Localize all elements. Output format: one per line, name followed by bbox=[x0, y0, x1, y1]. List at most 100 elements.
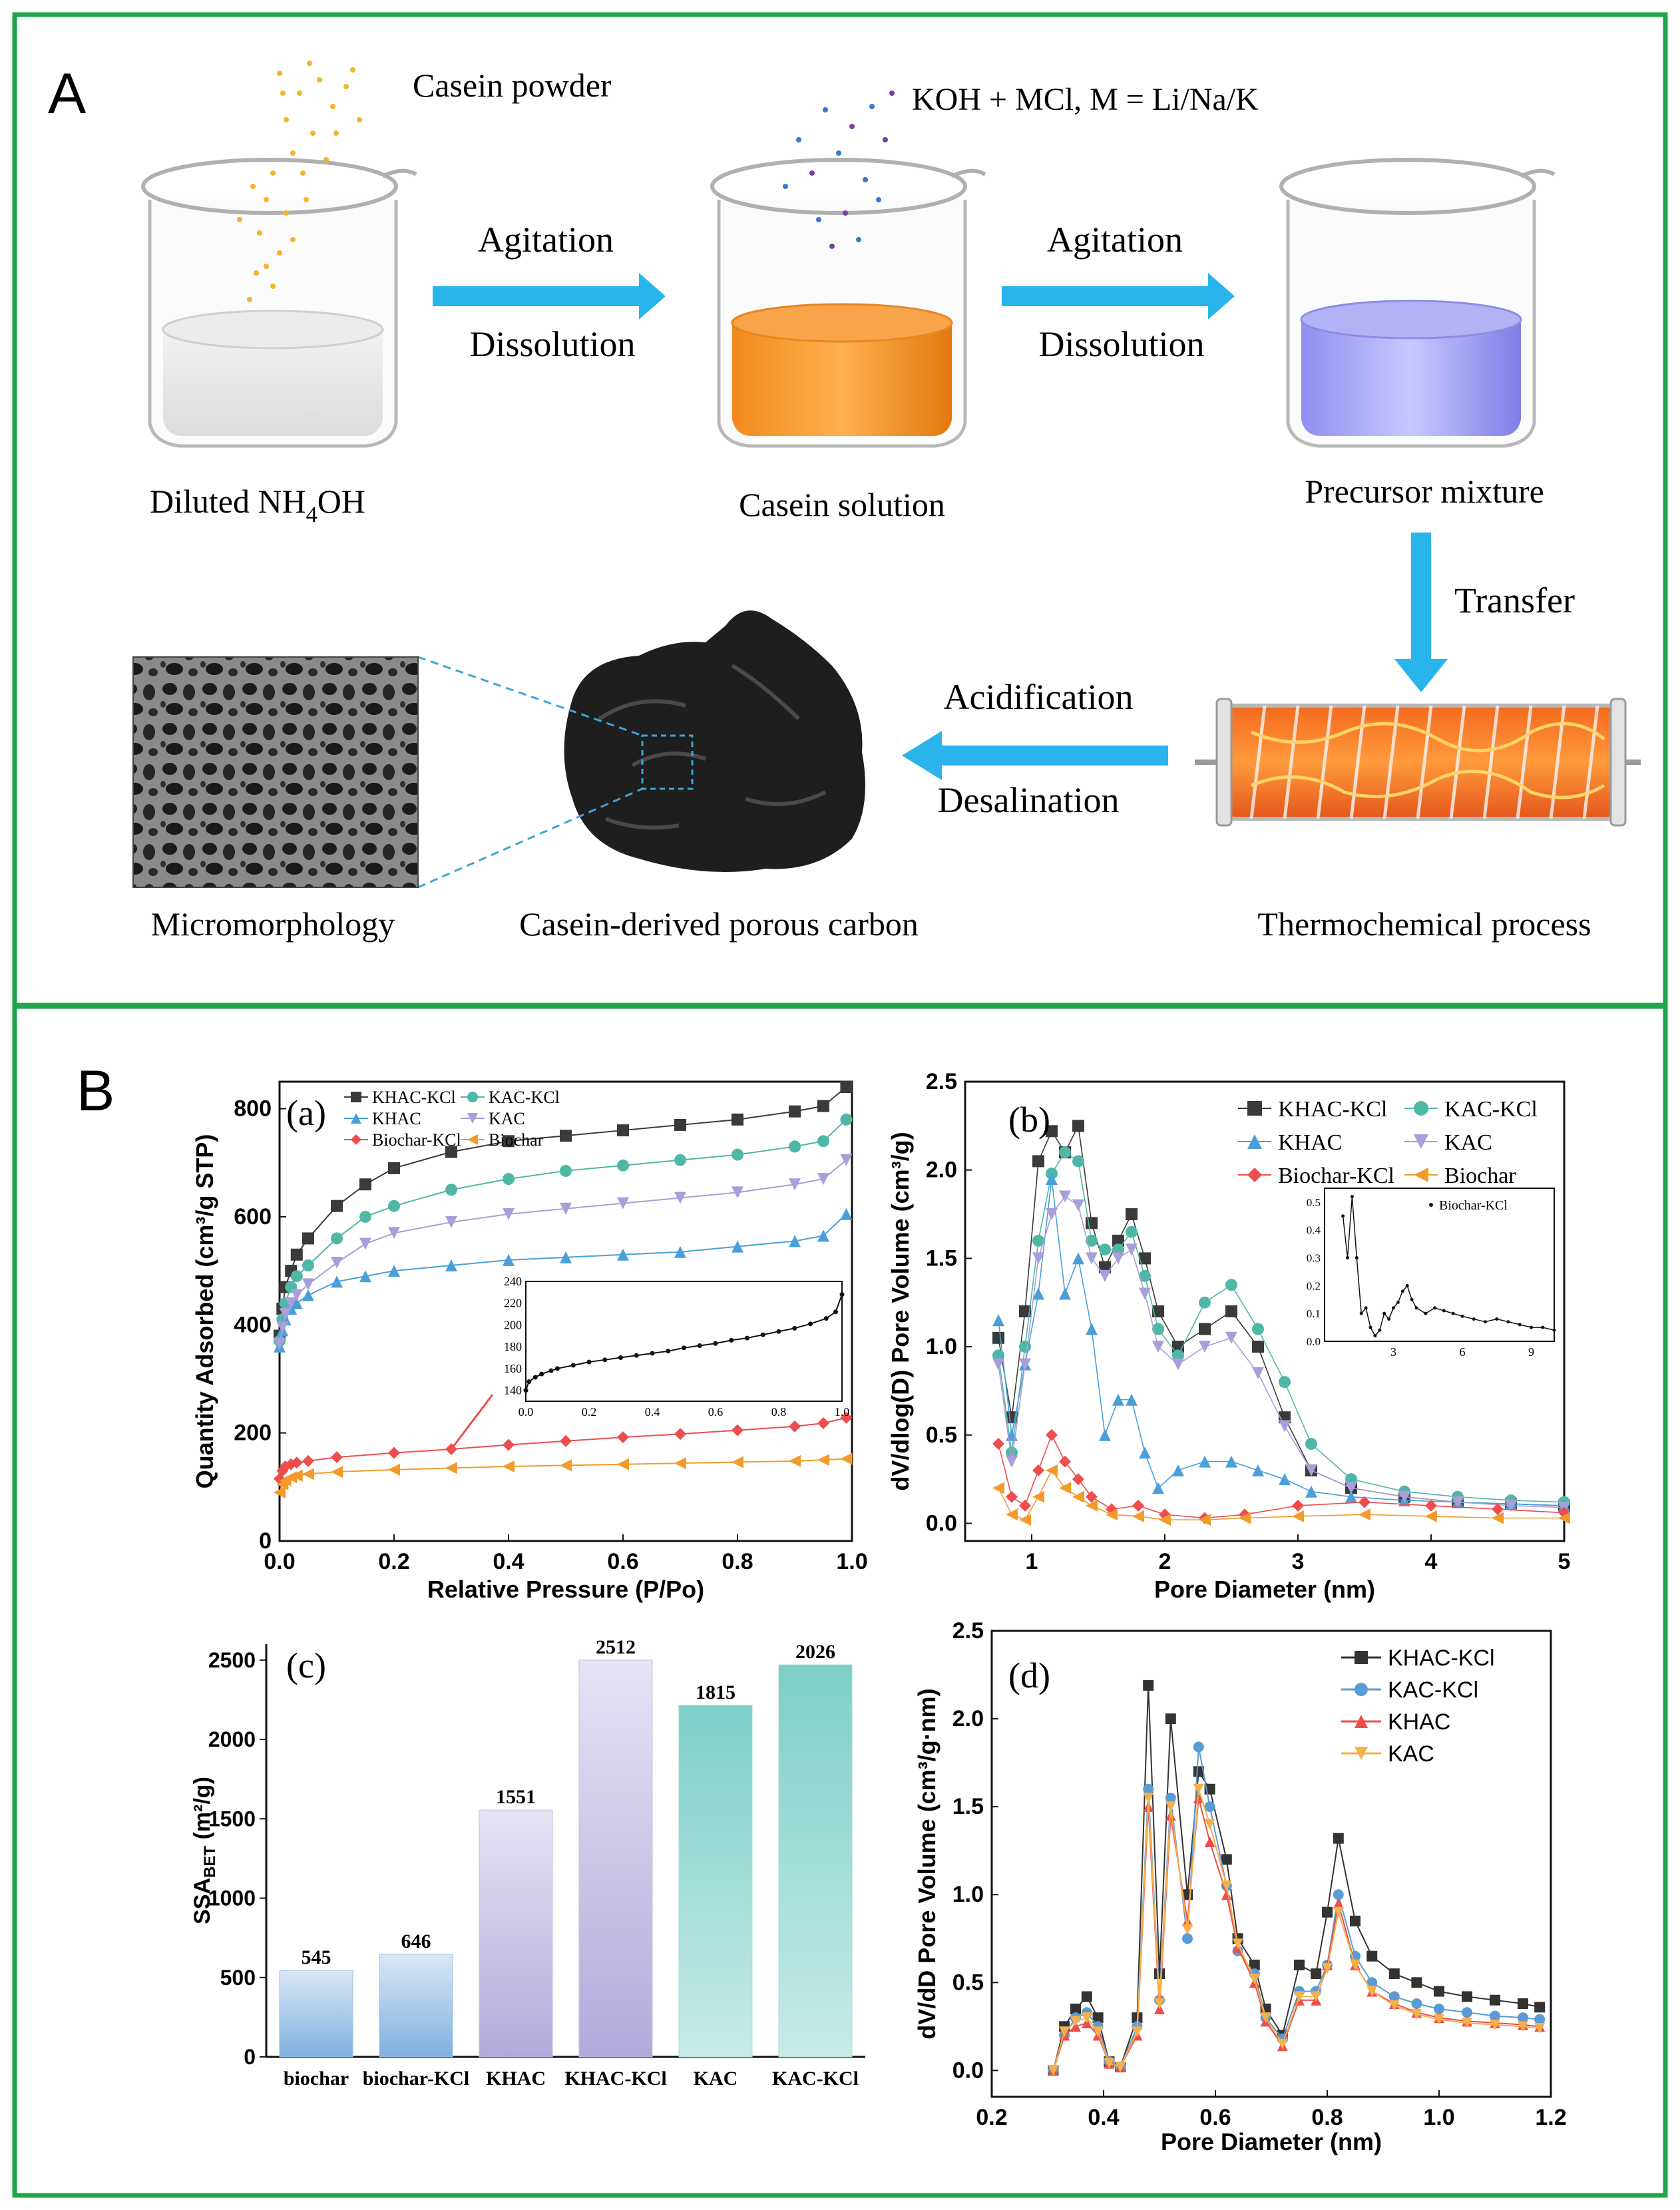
legend-label: KAC-KCl bbox=[1444, 1097, 1538, 1122]
data-point-Biochar bbox=[445, 1462, 457, 1474]
data-point-KHAC-KCl bbox=[1333, 1833, 1344, 1844]
y-tick-label: 2500 bbox=[208, 1648, 256, 1672]
x-tick-label: KAC bbox=[694, 2068, 738, 2090]
data-point-KAC bbox=[1388, 2000, 1400, 2011]
y-tick-label: 800 bbox=[234, 1096, 272, 1122]
y-tick-label: 0.0 bbox=[952, 2058, 984, 2083]
data-point-KHAC-KCl bbox=[1350, 1915, 1361, 1926]
beaker-casein-label: Casein solution bbox=[739, 486, 945, 523]
data-point-KHAC-KCl bbox=[1221, 1854, 1232, 1865]
data-point-KHAC bbox=[1172, 1464, 1184, 1476]
data-point-KHAC-KCl bbox=[674, 1118, 686, 1131]
y-tick-label: 1.0 bbox=[926, 1334, 957, 1359]
data-point-KAC bbox=[1059, 2026, 1070, 2038]
data-point-KAC-KCl bbox=[1279, 1376, 1291, 1389]
inset-data-point bbox=[1530, 1325, 1533, 1329]
data-point-KHAC bbox=[331, 1275, 343, 1288]
data-point-KAC-KCl bbox=[503, 1173, 515, 1186]
data-point-Biochar bbox=[1019, 1514, 1031, 1526]
data-point-Biochar-KCl bbox=[840, 1411, 853, 1424]
chart-d-pore-size-micropores: 0.2 0.4 0.6 0.8 1.0 1.2 0.0 0.5 1.0 1.5 2.0 2.5 (d) P… bbox=[913, 1618, 1567, 2155]
y-tick-label: 0.5 bbox=[952, 1970, 984, 1995]
x-tick-label: 5 bbox=[1558, 1549, 1571, 1574]
panel-a-letter: A bbox=[48, 62, 87, 126]
inset-y-tick-label: 0.2 bbox=[1307, 1279, 1321, 1292]
data-point-KAC bbox=[274, 1337, 286, 1350]
beaker-precursor-label: Precursor mixture bbox=[1305, 473, 1544, 510]
inset-data-point bbox=[526, 1379, 532, 1385]
data-point-KAC bbox=[674, 1192, 686, 1204]
inset-legend-marker bbox=[1429, 1203, 1433, 1207]
data-point-KAC bbox=[840, 1154, 853, 1166]
beaker-ammonia bbox=[141, 158, 417, 448]
data-point-KAC bbox=[1518, 2021, 1528, 2032]
data-point-KAC bbox=[1152, 1341, 1164, 1353]
x-axis-label: Pore Diameter (nm) bbox=[1154, 1576, 1375, 1603]
data-point-Biochar-KCl bbox=[992, 1438, 1004, 1450]
x-tick-label: 0.8 bbox=[1311, 2105, 1343, 2130]
data-point-KHAC-KCl bbox=[1152, 1305, 1164, 1317]
inset-y-tick-label: 240 bbox=[504, 1275, 522, 1288]
arrow2-top-label: Agitation bbox=[1047, 220, 1183, 260]
inset-y-tick-label: 0.4 bbox=[1307, 1224, 1321, 1237]
legend-marker-Biochar-KCl bbox=[351, 1134, 361, 1145]
beaker-precursor-mixture bbox=[1279, 158, 1556, 448]
data-point-KAC-KCl bbox=[1072, 1155, 1084, 1168]
data-point-Biochar bbox=[274, 1486, 286, 1498]
data-point-KHAC bbox=[1099, 1429, 1111, 1441]
inset-data-point bbox=[823, 1316, 829, 1321]
inset-frame bbox=[525, 1281, 843, 1402]
data-point-KAC-KCl bbox=[359, 1210, 371, 1223]
data-point-KHAC bbox=[1193, 1792, 1204, 1803]
bar-biochar bbox=[279, 1970, 353, 2058]
inset-data-point bbox=[666, 1349, 671, 1354]
data-point-Biochar-KCl bbox=[1006, 1490, 1018, 1503]
data-point-KAC bbox=[1072, 1199, 1084, 1212]
inset-data-point bbox=[760, 1332, 765, 1337]
data-point-KHAC-KCl bbox=[1462, 1991, 1472, 2002]
inset-y-tick-label: 0.5 bbox=[1307, 1196, 1321, 1209]
data-point-KHAC-KCl bbox=[1032, 1155, 1044, 1168]
data-point-KAC bbox=[1311, 1991, 1322, 2002]
data-point-KAC-KCl bbox=[1305, 1438, 1317, 1450]
inset-data-point bbox=[808, 1321, 813, 1327]
data-point-KHAC-KCl bbox=[1193, 1766, 1204, 1777]
data-point-KHAC bbox=[1252, 1464, 1264, 1476]
y-tick-label: 600 bbox=[234, 1204, 272, 1229]
bar-value-label: 646 bbox=[401, 1930, 431, 1952]
data-point-KAC-KCl bbox=[617, 1159, 629, 1172]
data-point-Biochar-KCl bbox=[674, 1428, 686, 1440]
legend-label: KAC bbox=[1388, 1741, 1434, 1767]
inset-data-point bbox=[1410, 1297, 1414, 1301]
data-point-Biochar bbox=[1292, 1510, 1304, 1522]
data-point-KHAC-KCl bbox=[840, 1081, 853, 1094]
inset-data-point bbox=[1518, 1323, 1522, 1327]
inset-y-tick-label: 220 bbox=[504, 1297, 522, 1310]
inset-data-point bbox=[1451, 1311, 1455, 1315]
arrow3-top-label: Acidification bbox=[944, 677, 1134, 717]
x-tick-label: 0.2 bbox=[976, 2105, 1007, 2130]
data-point-KAC-KCl bbox=[1032, 1234, 1044, 1247]
data-point-KHAC-KCl bbox=[1165, 1713, 1176, 1725]
legend-label: KHAC-KCl bbox=[372, 1088, 456, 1107]
x-tick-label: 2 bbox=[1159, 1549, 1171, 1574]
data-point-KAC-KCl bbox=[1182, 1933, 1193, 1944]
data-point-KHAC bbox=[445, 1259, 457, 1271]
data-point-KHAC-KCl bbox=[290, 1248, 303, 1261]
data-point-KHAC-KCl bbox=[1294, 1959, 1305, 1970]
inset-data-point bbox=[523, 1388, 528, 1393]
data-point-KHAC bbox=[1345, 1490, 1357, 1503]
data-point-KAC-KCl bbox=[1411, 1998, 1422, 2009]
data-point-KAC-KCl bbox=[817, 1135, 829, 1148]
legend-marker-KHAC bbox=[351, 1113, 361, 1124]
x-axis-label: Relative Pressure (P/Po) bbox=[427, 1576, 704, 1603]
data-point-KAC-KCl bbox=[1462, 2007, 1472, 2018]
bar-KAC-KCl bbox=[778, 1664, 853, 2058]
y-tick-label: 2000 bbox=[208, 1727, 256, 1751]
inset-pointer-line bbox=[450, 1394, 494, 1450]
x-tick-label: 1.0 bbox=[836, 1549, 867, 1574]
bar-value-label: 1815 bbox=[696, 1681, 735, 1703]
data-point-KHAC-KCl bbox=[1126, 1208, 1138, 1221]
data-point-KHAC-KCl bbox=[1225, 1305, 1237, 1317]
